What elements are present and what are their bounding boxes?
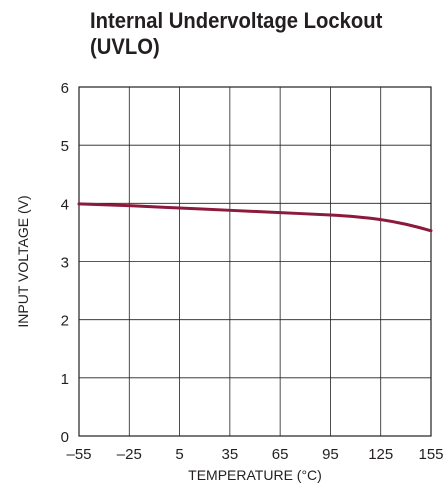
x-tick-label: –25 (117, 446, 142, 463)
x-tick-label: 155 (418, 446, 443, 463)
series-layer (77, 202, 433, 233)
grid (79, 87, 431, 436)
y-tick-label: 6 (61, 80, 69, 97)
y-tick-label: 5 (61, 138, 69, 155)
plot-frame (78, 86, 432, 437)
x-tick-label: 65 (272, 446, 289, 463)
y-tick-label: 0 (61, 429, 69, 446)
chart-title-line-1: Internal Undervoltage Lockout (90, 8, 383, 33)
x-tick-label: 35 (222, 446, 239, 463)
y-tick-labels: 0 1 2 3 4 5 6 (61, 80, 69, 446)
x-tick-label: –55 (66, 446, 91, 463)
y-tick-label: 1 (61, 371, 69, 388)
chart-title-line-2: (UVLO) (90, 34, 160, 59)
x-tick-labels: –55 –25 5 35 65 95 125 155 (66, 446, 443, 463)
y-tick-label: 3 (61, 255, 69, 272)
series-line (77, 202, 433, 233)
y-tick-label: 2 (61, 313, 69, 330)
chart-title: Internal Undervoltage Lockout (UVLO) (90, 8, 403, 60)
x-tick-label: 95 (322, 446, 339, 463)
x-axis-label: TEMPERATURE (°C) (188, 467, 322, 483)
x-tick-label: 5 (175, 446, 183, 463)
y-tick-label: 4 (61, 196, 69, 213)
y-axis-label: INPUT VOLTAGE (V) (15, 195, 31, 327)
x-tick-label: 125 (368, 446, 393, 463)
